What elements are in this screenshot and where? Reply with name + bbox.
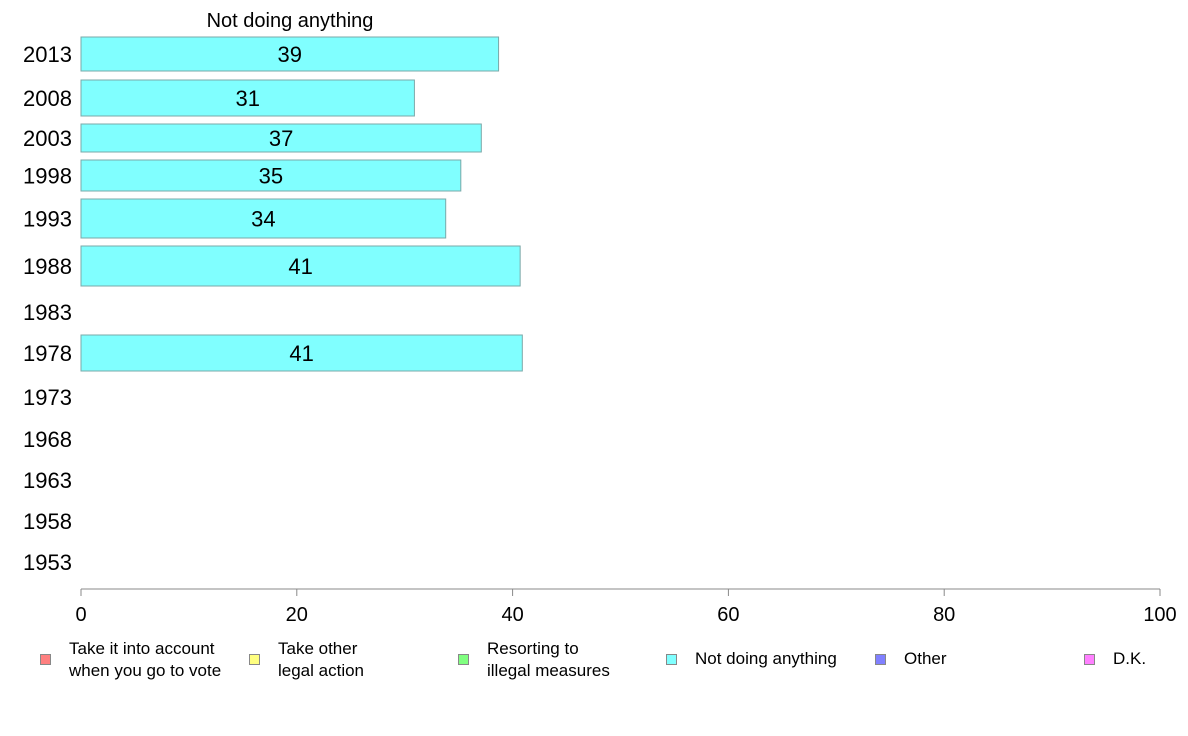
legend-label: D.K. xyxy=(1113,649,1147,668)
y-tick-label: 1953 xyxy=(23,550,72,575)
x-tick-label: 80 xyxy=(933,604,955,626)
data-label: 31 xyxy=(235,86,259,111)
legend-swatch xyxy=(666,654,677,665)
legend-label: Take other legal action xyxy=(278,639,365,680)
bar xyxy=(80,245,521,287)
y-tick-label: 2003 xyxy=(23,126,72,151)
x-axis: 0 20 40 60 80 100 xyxy=(75,588,1177,626)
legend-item-illegal-measures: Resorting to illegal measures xyxy=(458,638,610,682)
data-label: 34 xyxy=(251,207,275,232)
x-tick-label: 60 xyxy=(717,604,739,626)
y-tick-label: 1978 xyxy=(23,341,72,366)
y-tick-label: 1958 xyxy=(23,509,72,534)
y-tick-label: 1998 xyxy=(23,164,72,189)
y-tick-label: 1973 xyxy=(23,385,72,410)
data-label: 37 xyxy=(269,126,293,151)
legend-label: Not doing anything xyxy=(695,649,837,668)
legend-label: Take it into account when you go to vote xyxy=(69,639,222,680)
data-label: 41 xyxy=(288,254,312,279)
legend: Take it into account when you go to vote… xyxy=(0,638,1188,698)
legend-item-other: Other xyxy=(875,638,947,670)
bar xyxy=(80,334,523,372)
chart-title: Not doing anything xyxy=(207,10,374,32)
bar xyxy=(80,198,447,239)
legend-label: Resorting to illegal measures xyxy=(487,639,610,680)
legend-swatch xyxy=(1084,654,1095,665)
bar xyxy=(80,79,415,117)
data-label: 41 xyxy=(289,341,313,366)
legend-swatch xyxy=(40,654,51,665)
y-tick-label: 1993 xyxy=(23,207,72,232)
y-axis-labels: 2013 2008 2003 1998 1993 1988 1983 1978 1973 1968… xyxy=(23,42,72,575)
legend-item-legal-action: Take other legal action xyxy=(249,638,364,682)
legend-item-vote: Take it into account when you go to vote xyxy=(40,638,221,682)
legend-swatch xyxy=(875,654,886,665)
x-tick-label: 100 xyxy=(1143,604,1176,626)
x-tick-label: 0 xyxy=(75,604,86,626)
y-tick-label: 2013 xyxy=(23,42,72,67)
y-tick-label: 1983 xyxy=(23,300,72,325)
data-label: 39 xyxy=(278,42,302,67)
bar xyxy=(80,123,482,153)
legend-swatch xyxy=(249,654,260,665)
bar xyxy=(80,36,500,72)
x-tick-label: 40 xyxy=(501,604,523,626)
y-tick-label: 1988 xyxy=(23,254,72,279)
y-tick-label: 1963 xyxy=(23,468,72,493)
bar xyxy=(80,159,462,192)
data-label: 35 xyxy=(259,164,283,189)
legend-swatch xyxy=(458,654,469,665)
legend-label: Other xyxy=(904,649,947,668)
legend-item-not-doing-anything: Not doing anything xyxy=(666,638,837,670)
y-tick-label: 1968 xyxy=(23,427,72,452)
bars-group: 39 31 37 35 34 41 41 xyxy=(80,36,523,372)
legend-item-dk: D.K. xyxy=(1084,638,1146,670)
x-tick-label: 20 xyxy=(286,604,308,626)
y-tick-label: 2008 xyxy=(23,86,72,111)
